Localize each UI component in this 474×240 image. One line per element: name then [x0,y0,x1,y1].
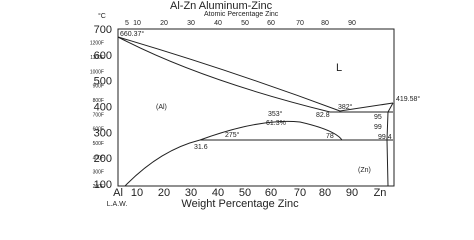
x-label: Weight Percentage Zinc [181,198,299,210]
y-tick-label: 300 [94,127,112,139]
annotation: L [336,62,342,74]
top-tick-label: 90 [348,20,356,27]
annotation: (Zn) [358,167,371,174]
top-tick-label: 70 [296,20,304,27]
f-tick-label: 400F [93,155,104,161]
annotation: 31.6 [194,144,208,151]
zn-solvus [386,102,394,187]
annotation: 61.3% [266,120,286,127]
f-tick-label: 700F [93,112,104,118]
f-tick-label: 800F [93,98,104,104]
annotation: 99.4 [378,134,392,141]
f-tick-label: 300F [93,170,104,176]
top-tick-label: 40 [214,20,222,27]
annotation: 78 [326,133,334,140]
plot-frame [117,28,395,187]
annotation: 353° [268,110,283,118]
credit: L.A.W. [107,201,128,208]
top-tick-label: 30 [187,20,195,27]
x-tick-label: 70 [294,187,306,199]
annotation: 275° [225,131,240,139]
annotation: 419.58° [396,95,420,103]
top-tick-label: 20 [160,20,168,27]
y-tick-label: 700 [94,24,112,36]
f-tick-label: 900F [93,84,104,90]
x-tick-label: Zn [374,187,387,199]
unit: °C [98,12,106,20]
annotation: 95 [374,114,382,121]
top-tick-label: 5 [125,20,129,27]
f-tick-label: 1200F [90,41,104,47]
x-tick-label: 50 [239,187,251,199]
annotation: 82.8 [316,112,330,119]
y-tick-label: 600 [94,50,112,62]
top-tick-label: 50 [241,20,249,27]
x-tick-label: 90 [346,187,358,199]
y-tick-label: 200 [94,153,112,165]
title: Al-Zn Aluminum-Zinc [170,0,273,12]
annotation: (Al) [156,104,167,111]
y-tick-label: 100 [94,179,112,191]
f-tick-label: 200F [93,184,104,190]
top-tick-label: 80 [321,20,329,27]
phase-diagram: Al-Zn Aluminum-Zinc Atomic Percentage Zi… [90,0,421,210]
x-tick-label: 30 [185,187,197,199]
f-tick-label: 600F [93,127,104,133]
f-tick-label: 500F [93,141,104,147]
top-tick-label: 60 [267,20,275,27]
x-tick-label: Al [113,187,123,199]
annotation: 382° [338,103,353,111]
x-tick-label: 60 [265,187,277,199]
top-tick-label: 10 [133,20,141,27]
x-tick-label: 20 [158,187,170,199]
x-tick-label: 10 [131,187,143,199]
x-tick-label: 80 [319,187,331,199]
solidus [117,36,331,113]
liquidus [117,36,394,112]
annotation: 660.37° [120,30,144,38]
x-tick-label: 40 [212,187,224,199]
f-tick-label: 1100F [90,55,104,61]
subtitle: Atomic Percentage Zinc [204,11,279,18]
f-tick-label: 1000F [90,69,104,75]
y-tick-label: 500 [94,76,112,88]
solvus [124,120,343,187]
annotation: 99 [374,124,382,131]
y-tick-label: 400 [94,102,112,114]
